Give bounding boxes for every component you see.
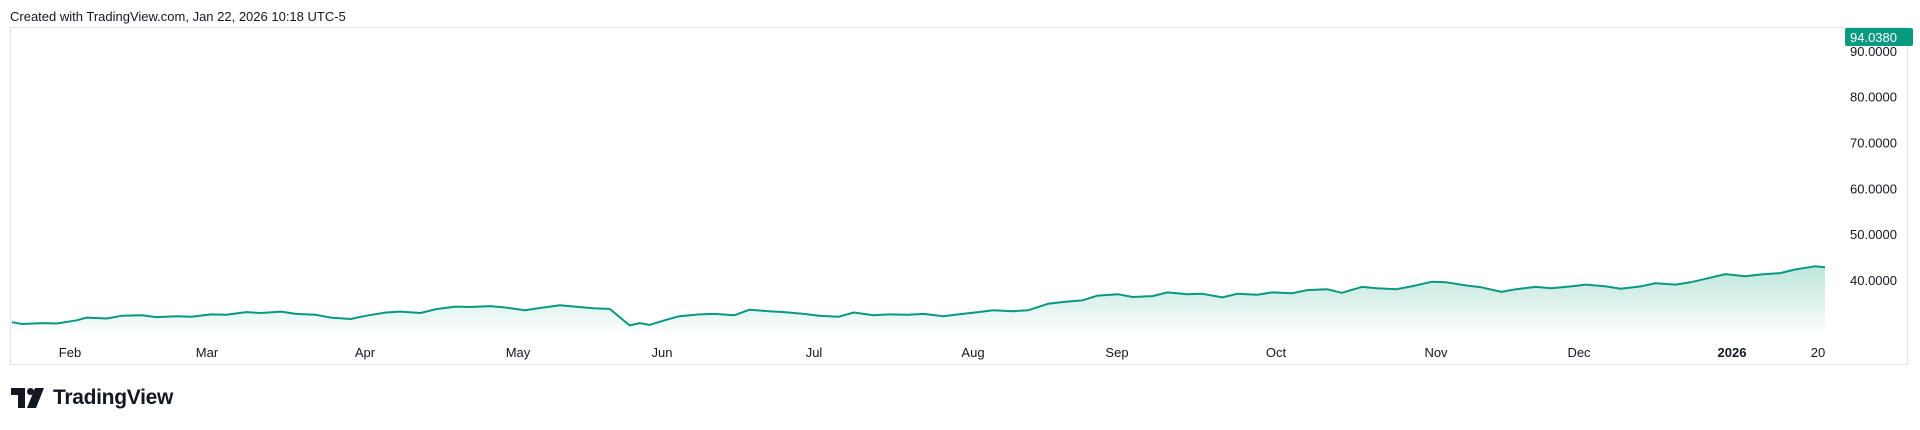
price-area-fill: [12, 266, 1825, 335]
x-tick-label: Oct: [1266, 345, 1287, 360]
x-tick-label: Feb: [59, 345, 81, 360]
y-tick-label: 90.0000: [1850, 44, 1897, 59]
plot-area: [11, 265, 1826, 335]
last-price-label: 94.0380: [1850, 30, 1897, 45]
price-line: [11, 265, 1826, 327]
x-tick-label: Jun: [652, 345, 673, 360]
x-tick-label: 20: [1811, 345, 1825, 360]
y-tick-label: 70.0000: [1850, 136, 1897, 151]
last-price-badge: [1845, 28, 1913, 46]
x-tick-label: Nov: [1424, 345, 1448, 360]
logo-text: TradingView: [53, 386, 174, 409]
x-tick-label: May: [506, 345, 531, 360]
tradingview-logo[interactable]: TradingView: [11, 386, 173, 410]
chart-frame: [10, 27, 1908, 365]
y-tick-label: 60.0000: [1850, 181, 1897, 196]
x-axis: Feb Mar Apr May Jun Jul Aug Sep Oct Nov Dec 2026 20: [59, 345, 1825, 360]
x-tick-label: 2026: [1718, 345, 1747, 360]
last-price-tag: 94.0380: [1845, 28, 1913, 46]
y-tick-label: 80.0000: [1850, 90, 1897, 105]
y-tick-label: 50.0000: [1850, 227, 1897, 242]
x-tick-label: Jul: [806, 345, 823, 360]
x-tick-label: Aug: [961, 345, 984, 360]
x-tick-label: Dec: [1567, 345, 1591, 360]
y-tick-label: 40.0000: [1850, 273, 1897, 288]
y-axis: 40.0000 50.0000 60.0000 70.0000 80.0000 90.00…: [1850, 44, 1897, 288]
tradingview-logo-icon: [11, 388, 44, 408]
price-chart[interactable]: 40.0000 50.0000 60.0000 70.0000 80.0000 90.00…: [0, 0, 1920, 370]
x-tick-label: Sep: [1105, 345, 1128, 360]
x-tick-label: Mar: [196, 345, 219, 360]
chart-caption: Created with TradingView.com, Jan 22, 20…: [10, 9, 346, 24]
x-tick-label: Apr: [355, 345, 376, 360]
